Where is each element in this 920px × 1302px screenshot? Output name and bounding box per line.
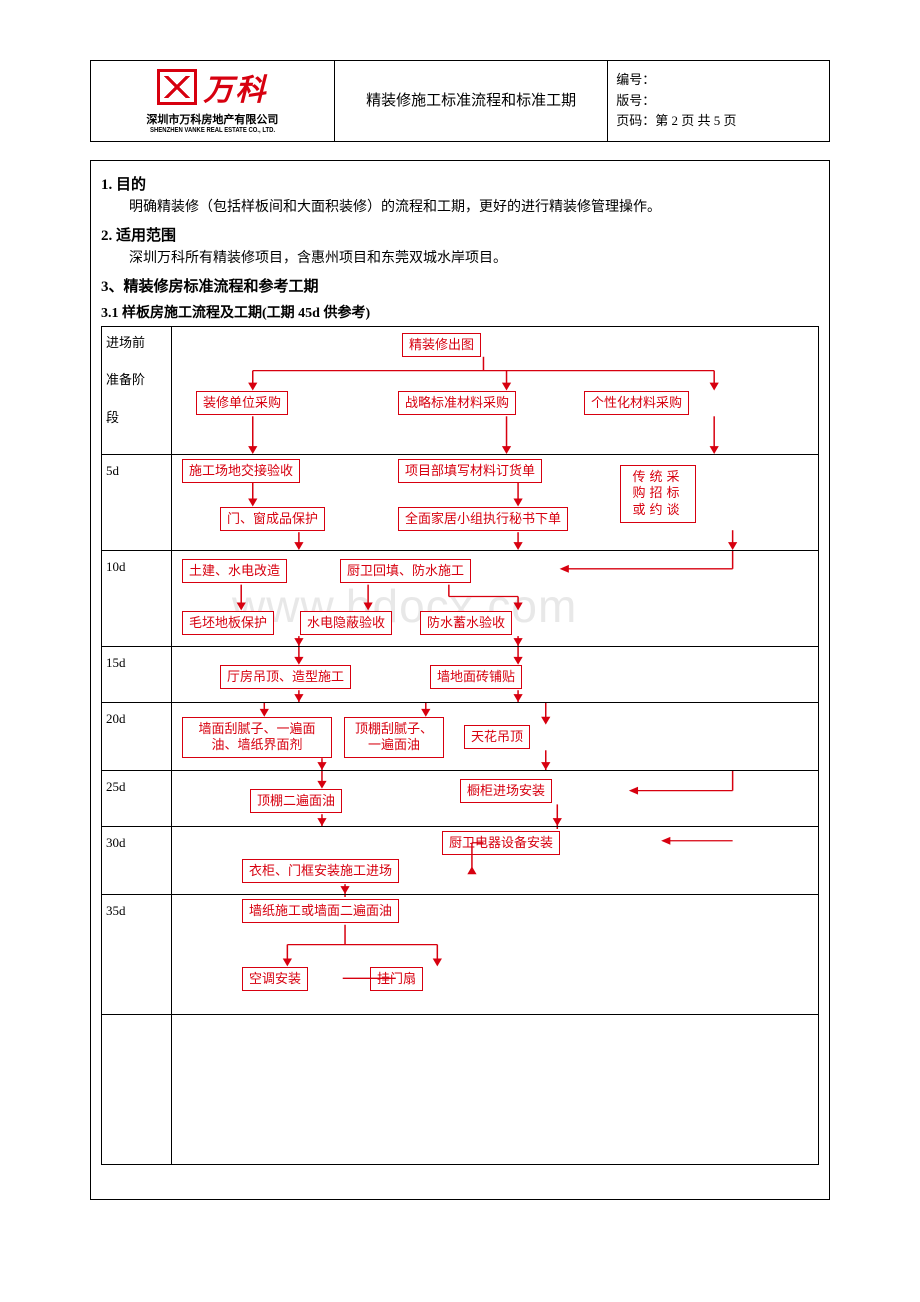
node-ac-install: 空调安装 [242, 967, 308, 992]
node-wall-putty: 墙面刮腻子、一遍面油、墙纸界面剂 [182, 717, 332, 759]
document-body: 1. 目的 明确精装修（包括样板间和大面积装修）的流程和工期，更好的进行精装修管… [90, 160, 830, 1200]
node-door-window-protect: 门、窗成品保护 [220, 507, 325, 532]
flowchart: 进场前 准备阶 段 精装修出图 装修单位采购 战略标准材料采购 个性化材料采购 [101, 326, 819, 1165]
node-tile: 墙地面砖铺贴 [430, 665, 522, 690]
stage-30d: 厨卫电器设备安装 衣柜、门框安装施工进场 [172, 826, 819, 894]
meta-page: 页码：第 2 页 共 5 页 [616, 111, 821, 132]
phase-10d: 10d [102, 550, 172, 646]
doc-meta: 编号： 版号： 页码：第 2 页 共 5 页 [608, 61, 830, 142]
node-ceiling-second-paint: 顶棚二遍面油 [250, 789, 342, 814]
logo-icon [157, 69, 197, 105]
meta-code: 编号： [616, 70, 821, 91]
node-water-test: 防水蓄水验收 [420, 611, 512, 636]
stage-10d: www.bdocx.com 土建、水电改造 厨卫回填、防水施工 毛坯地板保护 水… [172, 550, 819, 646]
section-1-body: 明确精装修（包括样板间和大面积装修）的流程和工期，更好的进行精装修管理操作。 [101, 196, 819, 220]
node-material-order: 项目部填写材料订货单 [398, 459, 542, 484]
doc-header: 万科 深圳市万科房地产有限公司 SHENZHEN VANKE REAL ESTA… [90, 60, 830, 142]
section-3-title: 3、精装修房标准流程和参考工期 [101, 275, 819, 296]
phase-blank [102, 1014, 172, 1164]
node-kitchen-waterproof: 厨卫回填、防水施工 [340, 559, 471, 584]
stage-25d: 顶棚二遍面油 橱柜进场安装 [172, 770, 819, 826]
meta-version: 版号： [616, 91, 821, 112]
phase-15d: 15d [102, 646, 172, 702]
node-traditional-bid: 传统采购招标或约谈 [620, 465, 696, 524]
stage-blank [172, 1014, 819, 1164]
section-2-title: 2. 适用范围 [101, 224, 819, 245]
node-floor-protect: 毛坯地板保护 [182, 611, 274, 636]
stage-15d: 厅房吊顶、造型施工 墙地面砖铺贴 [172, 646, 819, 702]
brand-name: 万科 [203, 65, 267, 109]
section-1-title: 1. 目的 [101, 173, 819, 194]
phase-5d: 5d [102, 454, 172, 550]
node-site-handover: 施工场地交接验收 [182, 459, 300, 484]
node-ceiling-shape: 厅房吊顶、造型施工 [220, 665, 351, 690]
watermark: www.bdocx.com [232, 579, 577, 633]
stage-5d: 施工场地交接验收 项目部填写材料订货单 传统采购招标或约谈 门、窗成品保护 全面… [172, 454, 819, 550]
node-appliance-install: 厨卫电器设备安装 [442, 831, 560, 856]
node-contractor-procure: 装修单位采购 [196, 391, 288, 416]
node-wardrobe-doorframe: 衣柜、门框安装施工进场 [242, 859, 399, 884]
section-2-body: 深圳万科所有精装修项目，含惠州项目和东莞双城水岸项目。 [101, 247, 819, 271]
phase-30d: 30d [102, 826, 172, 894]
node-door-leaf: 挂门扇 [370, 967, 423, 992]
node-ceiling-putty: 顶棚刮腻子、一遍面油 [344, 717, 444, 759]
node-secretary-order: 全面家居小组执行秘书下单 [398, 507, 568, 532]
section-3-1-title: 3.1 样板房施工流程及工期(工期 45d 供参考) [101, 302, 819, 322]
stage-35d: 墙纸施工或墙面二遍面油 空调安装 挂门扇 [172, 894, 819, 1014]
node-mep-inspect: 水电隐蔽验收 [300, 611, 392, 636]
phase-35d: 35d [102, 894, 172, 1014]
node-civil-mep: 土建、水电改造 [182, 559, 287, 584]
node-design-output: 精装修出图 [402, 333, 481, 358]
node-custom-material: 个性化材料采购 [584, 391, 689, 416]
company-cn: 深圳市万科房地产有限公司 [139, 111, 286, 127]
node-cabinet-install: 橱柜进场安装 [460, 779, 552, 804]
doc-title: 精装修施工标准流程和标准工期 [334, 61, 607, 142]
stage-prep: 精装修出图 装修单位采购 战略标准材料采购 个性化材料采购 [172, 326, 819, 454]
phase-prep: 进场前 准备阶 段 [102, 326, 172, 454]
phase-25d: 25d [102, 770, 172, 826]
stage-20d: 墙面刮腻子、一遍面油、墙纸界面剂 顶棚刮腻子、一遍面油 天花吊顶 [172, 702, 819, 770]
company-en: SHENZHEN VANKE REAL ESTATE CO., LTD. [150, 127, 275, 134]
node-standard-material: 战略标准材料采购 [398, 391, 516, 416]
logo-cell: 万科 深圳市万科房地产有限公司 SHENZHEN VANKE REAL ESTA… [91, 61, 335, 142]
node-wallpaper-or-paint: 墙纸施工或墙面二遍面油 [242, 899, 399, 924]
node-suspended-ceiling: 天花吊顶 [464, 725, 530, 750]
phase-20d: 20d [102, 702, 172, 770]
